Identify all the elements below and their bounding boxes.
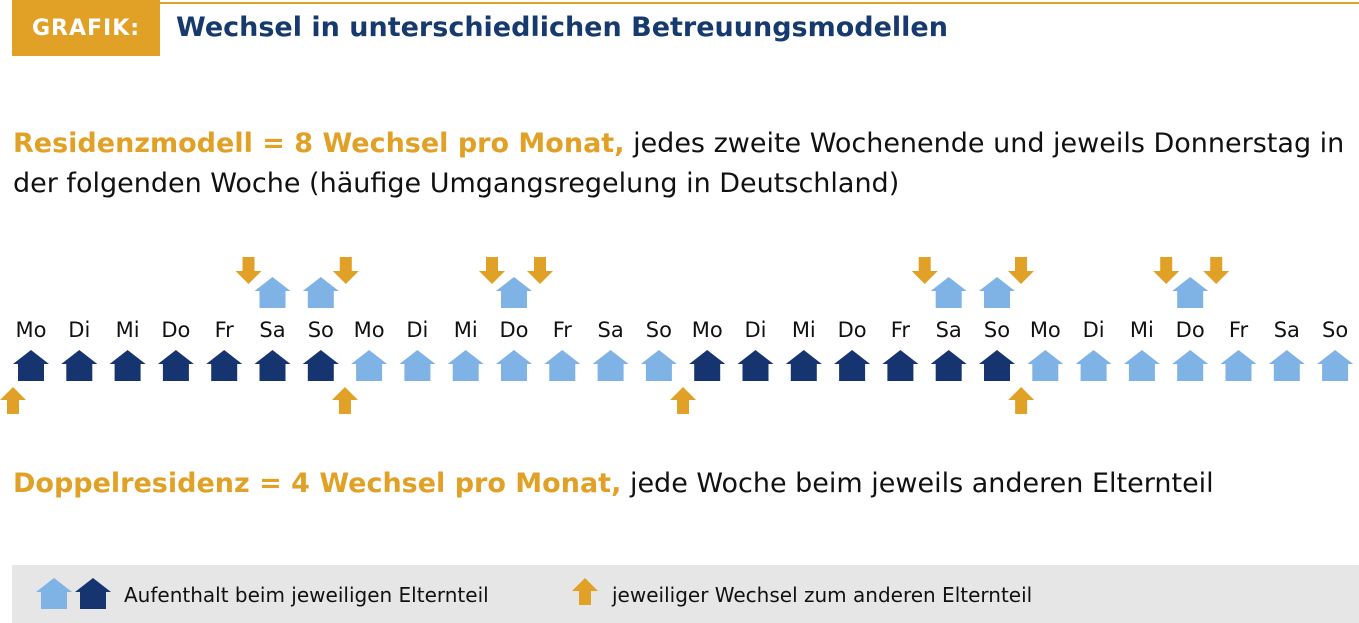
day-label: So bbox=[646, 318, 672, 342]
day-label: Mo bbox=[692, 318, 723, 342]
house bbox=[157, 350, 194, 381]
residenz-text: Residenzmodell = 8 Wechsel pro Monat, je… bbox=[13, 124, 1353, 204]
day-label: Fr bbox=[215, 318, 235, 342]
house bbox=[109, 350, 146, 381]
house bbox=[544, 350, 581, 381]
day-label: Mi bbox=[1130, 318, 1154, 342]
header-rule bbox=[160, 2, 1359, 4]
legend: Aufenthalt beim jeweiligen Elternteil je… bbox=[12, 565, 1359, 623]
day-label: Sa bbox=[597, 318, 623, 342]
house bbox=[689, 350, 726, 381]
change-arrow bbox=[1008, 257, 1034, 284]
doppel-description: jede Woche beim jeweils anderen Elternte… bbox=[629, 468, 1214, 499]
change-arrow bbox=[670, 387, 697, 414]
legend-houses-label: Aufenthalt beim jeweiligen Elternteil bbox=[124, 583, 489, 607]
house bbox=[1220, 350, 1257, 381]
house bbox=[785, 350, 822, 381]
change-arrow bbox=[527, 257, 553, 284]
day-label: Sa bbox=[936, 318, 962, 342]
house bbox=[930, 350, 967, 381]
residenz-description: jedes zweite Wochenende und jeweils Donn… bbox=[13, 128, 1345, 199]
house bbox=[13, 350, 49, 381]
day-label: So bbox=[1322, 318, 1348, 342]
day-label: Mi bbox=[454, 318, 478, 342]
house bbox=[496, 350, 532, 381]
day-label: So bbox=[984, 318, 1010, 342]
house bbox=[61, 350, 98, 381]
day-label: Do bbox=[1176, 318, 1205, 342]
house bbox=[447, 350, 484, 381]
day-label: Do bbox=[161, 318, 190, 342]
house bbox=[737, 350, 774, 381]
day-label: Fr bbox=[1229, 318, 1249, 342]
header-title: Wechsel in unterschiedlichen Betreuungsm… bbox=[176, 12, 948, 43]
day-label: Di bbox=[406, 318, 428, 342]
house bbox=[1123, 350, 1160, 381]
house bbox=[302, 350, 339, 381]
day-label: Di bbox=[68, 318, 90, 342]
house bbox=[882, 350, 919, 381]
change-arrow bbox=[1153, 257, 1180, 284]
house bbox=[75, 578, 111, 609]
day-label: Mo bbox=[1030, 318, 1061, 342]
change-arrow bbox=[0, 387, 26, 414]
house bbox=[979, 277, 1015, 308]
day-label: Mo bbox=[354, 318, 385, 342]
house bbox=[930, 277, 967, 308]
day-label: Di bbox=[1083, 318, 1105, 342]
house bbox=[36, 578, 72, 609]
change-arrow bbox=[332, 257, 359, 284]
day-label: Fr bbox=[891, 318, 911, 342]
house bbox=[496, 277, 532, 308]
day-label: Do bbox=[499, 318, 528, 342]
house bbox=[206, 350, 243, 381]
house bbox=[592, 350, 629, 381]
day-label: Di bbox=[744, 318, 766, 342]
house bbox=[1172, 277, 1209, 308]
house bbox=[1075, 350, 1112, 381]
house bbox=[640, 350, 677, 381]
change-arrow bbox=[479, 257, 505, 284]
house bbox=[1172, 350, 1209, 381]
house bbox=[1317, 350, 1354, 381]
change-arrow bbox=[331, 387, 358, 414]
change-arrow bbox=[235, 257, 262, 284]
day-label: Sa bbox=[1274, 318, 1300, 342]
house bbox=[834, 350, 871, 381]
change-arrow bbox=[1203, 257, 1230, 284]
house bbox=[1027, 350, 1064, 381]
house bbox=[351, 350, 388, 381]
doppel-highlight: Doppelresidenz = 4 Wechsel pro Monat, bbox=[13, 468, 622, 499]
day-label: Mi bbox=[792, 318, 816, 342]
house bbox=[254, 350, 291, 381]
day-label: Do bbox=[838, 318, 867, 342]
legend-arrow-label: jeweiliger Wechsel zum anderen Elterntei… bbox=[612, 583, 1033, 607]
change-arrow bbox=[911, 257, 938, 284]
header-label: GRAFIK: bbox=[12, 0, 160, 56]
house bbox=[1268, 350, 1305, 381]
change-arrow bbox=[1008, 387, 1035, 414]
day-label: Sa bbox=[259, 318, 285, 342]
residenz-highlight: Residenzmodell = 8 Wechsel pro Monat, bbox=[13, 128, 625, 159]
day-label: Mi bbox=[116, 318, 140, 342]
day-label: Fr bbox=[553, 318, 573, 342]
house bbox=[399, 350, 436, 381]
day-label: So bbox=[308, 318, 334, 342]
doppel-text: Doppelresidenz = 4 Wechsel pro Monat, je… bbox=[13, 464, 1353, 504]
change-arrow bbox=[572, 578, 598, 605]
house bbox=[254, 277, 291, 308]
house bbox=[979, 350, 1015, 381]
house bbox=[302, 277, 339, 308]
day-label: Mo bbox=[16, 318, 47, 342]
